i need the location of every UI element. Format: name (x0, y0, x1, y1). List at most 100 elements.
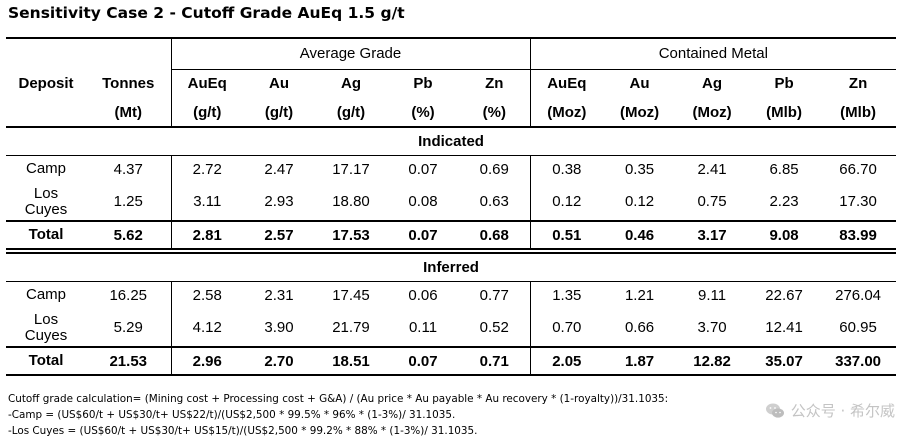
au-metal-cell: 0.66 (624, 319, 655, 336)
au-metal-unit: (Moz) (603, 98, 677, 128)
table-title: Sensitivity Case 2 - Cutoff Grade AuEq 1… (8, 4, 405, 22)
zn-metal-header: Zn (848, 75, 868, 93)
table-row: Camp 4.37 2.72 2.47 17.17 0.07 0.69 0.38 0.35 2.4… (6, 155, 896, 183)
deposit-cell: Camp (6, 281, 86, 309)
ag-grade-cell: 17.45 (332, 286, 370, 304)
au-metal-cell: 0.46 (603, 220, 677, 250)
wechat-icon (765, 403, 784, 418)
zn-grade-cell: 0.52 (479, 319, 509, 336)
table-row: Camp 16.25 2.58 2.31 17.45 0.06 0.77 1.35 1.21 9.… (6, 281, 896, 309)
zn-grade-unit: (%) (459, 98, 531, 128)
tonnes-cell: 1.25 (113, 193, 143, 210)
aueq-metal-cell: 0.38 (529, 155, 604, 183)
ag-grade-cell: 21.79 (332, 319, 370, 336)
deposit-cell: Total (6, 220, 86, 250)
ag-metal-cell: 0.75 (697, 193, 727, 210)
au-grade-cell: 2.70 (243, 346, 315, 376)
contained-metal-header: Contained Metal (529, 37, 897, 70)
tonnes-unit: (Mt) (86, 98, 171, 128)
aueq-grade-unit: (g/t) (170, 98, 243, 128)
au-metal-cell: 0.12 (624, 193, 655, 210)
total-row: Total 5.62 2.81 2.57 17.53 0.07 0.68 0.51 0.46 3.… (6, 220, 897, 250)
deposit-cell: Los Cuyes (6, 309, 86, 347)
zn-metal-cell: 276.04 (835, 286, 882, 304)
tonnes-cell: 16.25 (109, 286, 148, 304)
aueq-metal-unit: (Moz) (529, 98, 604, 128)
pb-grade-cell: 0.07 (408, 160, 438, 178)
deposit-name-line: Cuyes (24, 200, 68, 218)
ag-grade-cell: 17.53 (315, 220, 387, 250)
ag-metal-cell: 3.17 (676, 220, 749, 250)
aueq-metal-header: AuEq (529, 69, 604, 98)
tonnes-cell: 21.53 (86, 346, 171, 376)
aueq-metal-cell: 0.12 (529, 183, 604, 221)
zn-grade-cell: 0.68 (459, 220, 531, 250)
deposit-cell: Camp (6, 155, 86, 183)
ag-grade-cell: 17.17 (332, 160, 370, 178)
watermark: 公众号 · 希尔威 (765, 400, 895, 421)
au-grade-cell: 3.90 (264, 319, 294, 336)
pb-metal-cell: 35.07 (748, 346, 821, 376)
deposit-name-line: Los (33, 310, 59, 328)
zn-metal-cell: 60.95 (839, 319, 877, 336)
pb-grade-cell: 0.11 (408, 319, 438, 336)
pb-grade-cell: 0.08 (408, 193, 438, 210)
watermark-text: 公众号 · 希尔威 (790, 402, 895, 420)
zn-grade-header: Zn (485, 75, 504, 93)
au-metal-cell: 1.21 (624, 286, 655, 304)
ag-metal-cell: 2.41 (697, 160, 727, 178)
ag-metal-cell: 3.70 (697, 319, 727, 336)
tonnes-cell: 5.62 (86, 220, 171, 250)
ag-metal-header: Ag (702, 75, 723, 93)
ag-grade-cell: 18.51 (315, 346, 387, 376)
footnote-los-cuyes: -Los Cuyes = (US$60/t + US$30/t+ US$15/t… (8, 425, 478, 437)
ag-metal-cell: 12.82 (676, 346, 749, 376)
deposit-cell: Los Cuyes (6, 183, 86, 221)
column-header-row: Deposit Tonnes AuEq Au Ag Pb Zn AuEq Au … (6, 69, 896, 98)
ag-grade-cell: 18.80 (332, 193, 370, 210)
au-metal-cell: 1.87 (603, 346, 677, 376)
zn-metal-cell: 337.00 (820, 346, 897, 376)
tonnes-header: Tonnes (102, 75, 155, 92)
pb-metal-cell: 12.41 (765, 319, 803, 336)
tonnes-cell: 5.29 (113, 319, 143, 336)
pb-grade-cell: 0.06 (408, 286, 438, 304)
footnote-formula: Cutoff grade calculation= (Mining cost +… (8, 393, 669, 405)
zn-grade-cell: 0.77 (479, 286, 509, 304)
aueq-metal-cell: 0.70 (529, 309, 604, 347)
aueq-grade-header: AuEq (170, 69, 243, 98)
zn-grade-cell: 0.63 (479, 193, 509, 210)
pb-metal-cell: 6.85 (769, 160, 799, 178)
ag-grade-unit: (g/t) (315, 98, 387, 128)
pb-metal-cell: 22.67 (765, 286, 803, 304)
aueq-metal-cell: 2.05 (529, 346, 604, 376)
pb-grade-cell: 0.07 (387, 220, 459, 250)
deposit-name-line: Los (33, 184, 59, 202)
average-grade-header: Average Grade (170, 37, 531, 70)
au-grade-cell: 2.93 (264, 193, 294, 210)
pb-metal-cell: 2.23 (769, 193, 799, 210)
zn-metal-cell: 83.99 (820, 220, 897, 250)
deposit-name-line: Camp (25, 286, 66, 304)
pb-grade-header: Pb (413, 75, 433, 93)
indicated-section-label: Indicated (6, 127, 897, 156)
pb-grade-unit: (%) (387, 98, 459, 128)
sensitivity-table: Average Grade Contained Metal Deposit To… (6, 37, 897, 376)
zn-metal-cell: 66.70 (839, 160, 877, 178)
pb-metal-header: Pb (774, 75, 794, 93)
zn-grade-cell: 0.69 (479, 160, 509, 178)
deposit-cell: Total (6, 346, 86, 376)
pb-grade-cell: 0.07 (387, 346, 459, 376)
table-row: Los Cuyes 1.25 3.11 2.93 18.80 0.08 0.63 0.12 0.1… (6, 183, 896, 221)
aueq-metal-cell: 1.35 (529, 281, 604, 309)
unit-header-row: (Mt) (g/t) (g/t) (g/t) (%) (%) (Moz) (Mo… (6, 98, 897, 128)
zn-metal-cell: 17.30 (839, 193, 877, 210)
inferred-section-label: Inferred (6, 252, 897, 282)
total-row: Total 21.53 2.96 2.70 18.51 0.07 0.71 2.05 1.87 1… (6, 346, 897, 376)
aueq-grade-cell: 2.72 (170, 155, 243, 183)
ag-grade-header: Ag (341, 75, 361, 93)
inferred-section-row: Inferred (6, 252, 897, 282)
aueq-grade-cell: 3.11 (170, 183, 243, 221)
ag-metal-unit: (Moz) (676, 98, 749, 128)
footnote-camp: -Camp = (US$60/t + US$30/t+ US$22/t)/(US… (8, 409, 456, 421)
